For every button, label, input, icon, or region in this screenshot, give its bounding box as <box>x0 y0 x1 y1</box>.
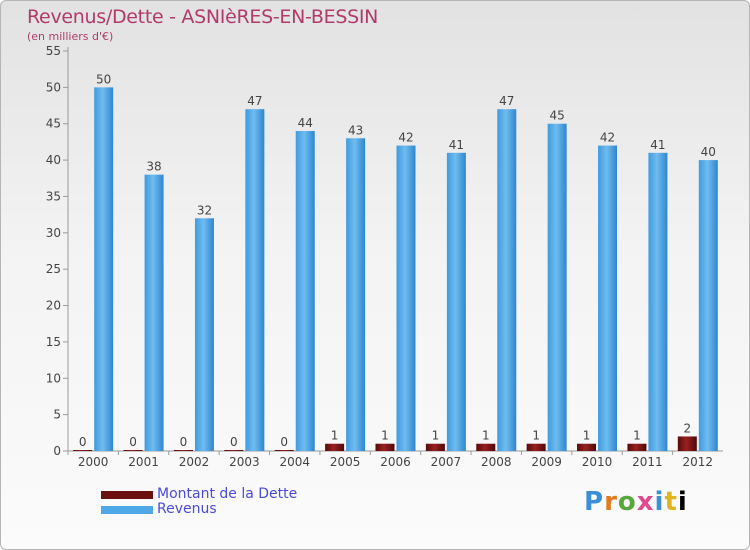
y-tick-label: 50 <box>46 80 61 94</box>
data-label-revenue: 40 <box>701 145 716 159</box>
y-tick-label: 40 <box>46 153 61 167</box>
bar-revenue <box>144 174 164 452</box>
legend-label-debt: Montant de la Dette <box>157 486 298 502</box>
data-label-debt: 0 <box>230 435 238 449</box>
proxiti-logo: Proxiti <box>584 487 688 517</box>
bar-revenue <box>497 109 517 451</box>
bar-revenue <box>94 87 114 451</box>
bar-revenue <box>396 145 416 451</box>
bar-revenue <box>698 160 718 451</box>
legend-swatch-debt <box>101 491 153 499</box>
data-label-debt: 1 <box>331 429 339 443</box>
x-tick-label: 2001 <box>128 455 159 469</box>
data-label-revenue: 42 <box>600 131 615 145</box>
y-tick-label: 55 <box>46 44 61 58</box>
x-tick-label: 2007 <box>431 455 462 469</box>
bar-revenue <box>598 145 618 451</box>
y-tick-label: 0 <box>53 444 61 458</box>
chart-subtitle: (en milliers d'€) <box>27 30 114 43</box>
data-label-revenue: 43 <box>348 123 363 137</box>
x-tick-label: 2004 <box>279 455 310 469</box>
bar-debt <box>224 450 244 451</box>
bar-debt <box>425 443 445 451</box>
data-label-debt: 1 <box>432 429 440 443</box>
bar-revenue <box>194 218 214 451</box>
x-tick-label: 2005 <box>330 455 361 469</box>
data-label-revenue: 45 <box>550 109 565 123</box>
y-tick-label: 10 <box>46 371 61 385</box>
data-label-revenue: 38 <box>146 160 161 174</box>
data-label-revenue: 47 <box>499 94 514 108</box>
bar-revenue <box>346 138 366 452</box>
bar-debt <box>476 443 496 451</box>
data-label-debt: 0 <box>129 435 137 449</box>
bar-debt <box>274 450 294 451</box>
data-label-debt: 0 <box>79 435 87 449</box>
bar-revenue <box>446 152 466 451</box>
y-tick-label: 30 <box>46 226 61 240</box>
x-tick-label: 2000 <box>78 455 109 469</box>
data-label-debt: 1 <box>583 429 591 443</box>
y-tick-label: 45 <box>46 117 61 131</box>
y-tick-label: 5 <box>53 408 61 422</box>
data-label-revenue: 32 <box>197 203 212 217</box>
bar-debt <box>73 450 93 451</box>
data-label-debt: 2 <box>683 421 691 435</box>
bar-debt <box>173 450 193 451</box>
y-tick-label: 15 <box>46 335 61 349</box>
data-label-revenue: 42 <box>398 131 413 145</box>
data-label-debt: 1 <box>381 429 389 443</box>
bar-revenue <box>295 131 315 451</box>
x-tick-label: 2011 <box>632 455 663 469</box>
data-label-debt: 1 <box>482 429 490 443</box>
x-tick-label: 2002 <box>179 455 210 469</box>
data-label-revenue: 50 <box>96 72 111 86</box>
bar-debt <box>677 436 697 451</box>
bar-revenue <box>547 123 567 452</box>
y-tick-label: 35 <box>46 189 61 203</box>
bar-debt <box>123 450 143 451</box>
bar-debt <box>627 443 647 451</box>
data-label-revenue: 41 <box>650 138 665 152</box>
x-tick-label: 2010 <box>582 455 613 469</box>
y-tick-label: 20 <box>46 299 61 313</box>
data-label-debt: 0 <box>280 435 288 449</box>
bar-debt <box>577 443 597 451</box>
bar-revenue <box>245 109 265 451</box>
chart-title: Revenus/Dette - ASNIèRES-EN-BESSIN <box>27 6 379 28</box>
x-tick-label: 2008 <box>481 455 512 469</box>
legend-label-revenue: Revenus <box>157 501 217 517</box>
bar-revenue <box>648 152 668 451</box>
bar-debt <box>526 443 546 451</box>
legend-swatch-revenue <box>101 506 153 514</box>
data-label-revenue: 47 <box>247 94 262 108</box>
y-tick-label: 25 <box>46 262 61 276</box>
data-label-debt: 0 <box>180 435 188 449</box>
bar-debt <box>375 443 395 451</box>
data-label-revenue: 44 <box>298 116 313 130</box>
data-label-debt: 1 <box>633 429 641 443</box>
x-tick-label: 2003 <box>229 455 260 469</box>
x-tick-label: 2009 <box>531 455 562 469</box>
x-tick-label: 2006 <box>380 455 411 469</box>
data-label-revenue: 41 <box>449 138 464 152</box>
x-tick-label: 2012 <box>683 455 714 469</box>
bar-debt <box>325 443 345 451</box>
data-label-debt: 1 <box>532 429 540 443</box>
